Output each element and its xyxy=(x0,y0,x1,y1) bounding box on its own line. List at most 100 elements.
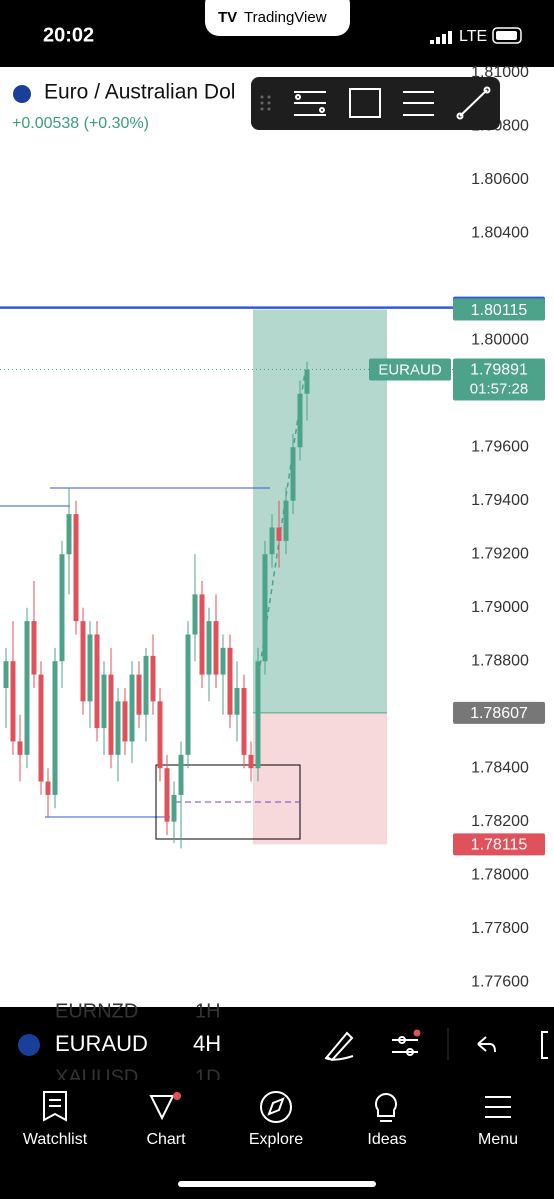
candle-body xyxy=(38,674,44,782)
last-price-tag: 1.79891 xyxy=(470,362,528,379)
entry-price-tag: 1.78607 xyxy=(470,705,528,722)
y-tick-label: 1.80000 xyxy=(471,332,529,349)
candle-body xyxy=(290,447,296,501)
candle-body xyxy=(206,621,212,675)
candle-body xyxy=(262,554,268,662)
candle-body xyxy=(31,621,37,675)
undo-button[interactable] xyxy=(477,1036,496,1053)
candle-body xyxy=(73,514,79,622)
drawing-toolbar xyxy=(251,77,500,130)
symbol-name: Euro / Australian Dol xyxy=(44,81,235,104)
long-position-tool[interactable] xyxy=(294,91,326,116)
candle-body xyxy=(248,754,254,769)
candle-body xyxy=(192,594,198,635)
y-tick-label: 1.79400 xyxy=(471,492,529,509)
candle-body xyxy=(3,661,9,688)
chart-icon[interactable] xyxy=(149,1095,175,1121)
candle-body xyxy=(66,514,72,555)
y-tick-label: 1.80400 xyxy=(471,225,529,242)
candle-body xyxy=(241,687,247,755)
fib-tool[interactable] xyxy=(403,91,434,116)
nav-label[interactable]: Explore xyxy=(249,1131,303,1148)
battery-level xyxy=(496,31,517,40)
symbol-flag xyxy=(13,85,31,103)
home-indicator xyxy=(178,1181,376,1187)
signal xyxy=(430,31,452,44)
candle-body xyxy=(220,647,226,675)
toolbar-interval[interactable]: 4H xyxy=(193,1031,221,1056)
clock: 20:02 xyxy=(43,24,94,46)
candle-body xyxy=(255,661,261,769)
price-change: +0.00538 (+0.30%) xyxy=(12,115,149,132)
draw-button[interactable] xyxy=(324,1031,354,1062)
symbol-flag xyxy=(18,1034,40,1056)
candle-body xyxy=(136,674,142,715)
candle-body xyxy=(143,655,149,715)
candle-body xyxy=(276,527,282,541)
candle-body xyxy=(157,701,163,769)
nav-bar xyxy=(0,1080,554,1199)
indicator-badge xyxy=(413,1029,421,1037)
indicators-button[interactable] xyxy=(392,1036,418,1056)
nav-label[interactable]: Chart xyxy=(146,1131,186,1148)
target-price-tag: 1.80115 xyxy=(471,302,528,319)
candle-body xyxy=(129,674,135,742)
loss-zone xyxy=(253,712,387,845)
candle-body xyxy=(108,674,114,755)
y-tick-label: 1.78800 xyxy=(471,652,529,669)
symbol-tag-bg xyxy=(369,358,451,381)
candle-body xyxy=(80,621,86,702)
ideas-icon[interactable] xyxy=(375,1093,397,1122)
candle-body xyxy=(178,754,184,795)
countdown: 01:57:28 xyxy=(470,380,528,397)
y-tick-label: 1.79600 xyxy=(471,438,529,455)
menu-icon[interactable] xyxy=(485,1096,511,1118)
behind-interval: 1H xyxy=(195,1000,221,1022)
chart-badge xyxy=(173,1092,181,1100)
candle-body xyxy=(115,701,121,755)
candle-body xyxy=(122,701,128,742)
candle-body xyxy=(213,621,219,675)
more-button[interactable] xyxy=(541,1031,548,1059)
y-tick-label: 1.81000 xyxy=(471,64,529,81)
candle-body xyxy=(45,781,51,795)
y-tick-label: 1.78000 xyxy=(471,866,529,883)
nav-label[interactable]: Ideas xyxy=(367,1131,406,1148)
candle-body xyxy=(101,674,107,729)
y-tick-label: 1.78200 xyxy=(471,813,529,830)
drag-handle xyxy=(260,95,271,111)
y-tick-label: 1.77800 xyxy=(471,920,529,937)
chart-area: 1.810001.808001.806001.804001.800001.796… xyxy=(0,64,545,990)
target-price-tag-bg xyxy=(453,298,545,321)
candle-body xyxy=(10,661,16,742)
candle-body xyxy=(87,634,93,702)
rectangle-tool[interactable] xyxy=(349,88,381,118)
toolbar-symbol[interactable]: EURAUD xyxy=(55,1031,148,1056)
battery xyxy=(492,27,522,44)
y-tick-label: 1.77600 xyxy=(471,973,529,990)
app-logo: TV xyxy=(218,9,237,26)
candle-body xyxy=(164,768,170,822)
symbol-tag: EURAUD xyxy=(378,361,442,378)
entry-price-tag-bg xyxy=(453,701,545,724)
behind-symbol: EURNZD xyxy=(55,1000,138,1022)
candle-body xyxy=(234,687,240,715)
trend-line-tool[interactable] xyxy=(456,86,491,120)
stop-price-tag: 1.78115 xyxy=(471,837,528,854)
candle-body xyxy=(171,794,177,822)
nav-labels: Watchlist Chart Explore Ideas Menu xyxy=(23,1131,518,1148)
nav-label[interactable]: Watchlist xyxy=(23,1131,88,1148)
candle-body xyxy=(283,500,289,541)
candle-body xyxy=(94,634,100,729)
y-tick-label: 1.78400 xyxy=(471,759,529,776)
watchlist-icon[interactable] xyxy=(43,1091,67,1122)
candle-body xyxy=(52,661,58,795)
candle-body xyxy=(227,647,233,715)
candle-body xyxy=(304,369,310,394)
network: LTE xyxy=(459,28,487,45)
y-tick-label: 1.79200 xyxy=(471,545,529,562)
explore-icon[interactable] xyxy=(260,1091,292,1123)
last-price-tag-bg xyxy=(453,358,545,401)
nav-label[interactable]: Menu xyxy=(478,1131,518,1148)
y-tick-label: 1.80600 xyxy=(471,171,529,188)
